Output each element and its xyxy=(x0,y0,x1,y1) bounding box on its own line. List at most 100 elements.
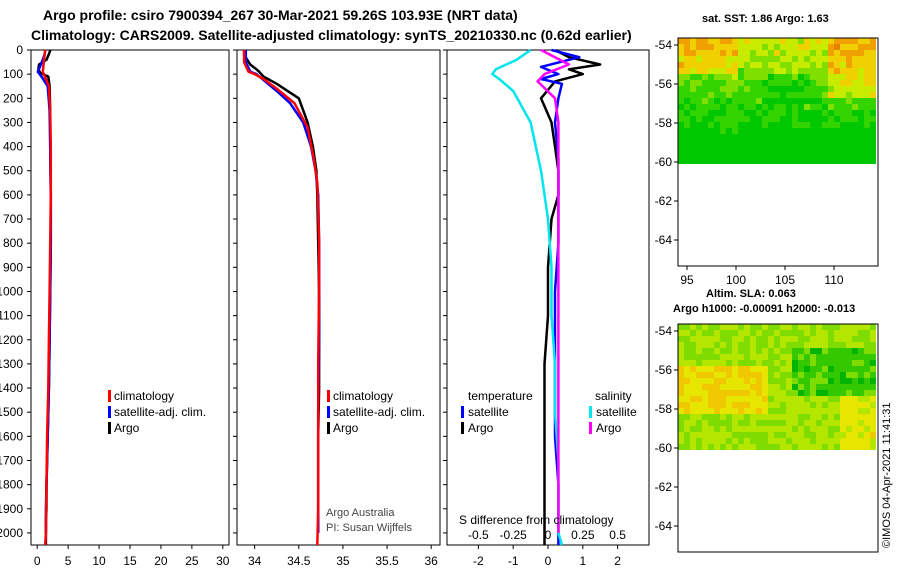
map-cell xyxy=(858,110,864,116)
map-cell xyxy=(678,438,684,444)
map-cell xyxy=(828,158,834,164)
map-cell xyxy=(702,426,708,432)
map-cell xyxy=(840,372,846,378)
map-cell xyxy=(690,408,696,414)
map-cell xyxy=(678,366,684,372)
map-cell xyxy=(774,62,780,68)
map-cell xyxy=(870,80,876,86)
map-cell xyxy=(816,140,822,146)
map-cell xyxy=(714,44,720,50)
map-cell xyxy=(726,384,732,390)
map-cell xyxy=(846,432,852,438)
map-cell xyxy=(702,444,708,450)
map-cell xyxy=(738,396,744,402)
map-cell xyxy=(738,426,744,432)
map-cell xyxy=(696,116,702,122)
map-cell xyxy=(768,438,774,444)
map-cell xyxy=(714,354,720,360)
map-cell xyxy=(750,360,756,366)
map-cell xyxy=(804,50,810,56)
map-cell xyxy=(720,324,726,330)
map-cell xyxy=(822,438,828,444)
legend-swatch-sal-argo xyxy=(589,422,592,434)
map-cell xyxy=(780,426,786,432)
map-cell xyxy=(852,62,858,68)
map-cell xyxy=(750,336,756,342)
map-cell xyxy=(780,336,786,342)
map-cell xyxy=(864,426,870,432)
map-cell xyxy=(702,146,708,152)
map-cell xyxy=(822,354,828,360)
map-cell xyxy=(870,38,876,44)
map-cell xyxy=(792,86,798,92)
map-cell xyxy=(840,426,846,432)
map-cell xyxy=(720,62,726,68)
map-cell xyxy=(810,56,816,62)
map-cell xyxy=(834,324,840,330)
map-cell xyxy=(732,378,738,384)
map-cell xyxy=(864,342,870,348)
series-climatology xyxy=(41,49,53,546)
map-cell xyxy=(732,152,738,158)
map-cell xyxy=(708,98,714,104)
map-cell xyxy=(690,432,696,438)
map-cell xyxy=(870,432,876,438)
map-cell xyxy=(726,146,732,152)
map-cell xyxy=(738,122,744,128)
map-cell xyxy=(726,354,732,360)
map-cell xyxy=(852,68,858,74)
map-cell xyxy=(840,336,846,342)
map-cell xyxy=(798,74,804,80)
map-cell xyxy=(840,80,846,86)
map-cell xyxy=(822,366,828,372)
map-cell xyxy=(798,104,804,110)
map-cell xyxy=(690,396,696,402)
map-cell xyxy=(786,44,792,50)
map-cell xyxy=(828,38,834,44)
map-cell xyxy=(732,336,738,342)
map-cell xyxy=(684,134,690,140)
map-cell xyxy=(870,122,876,128)
map-cell xyxy=(702,74,708,80)
map-cell xyxy=(792,372,798,378)
map-cell xyxy=(750,158,756,164)
map-cell xyxy=(822,80,828,86)
map-cell xyxy=(828,324,834,330)
lon-tick-label: 110 xyxy=(824,273,843,287)
map-cell xyxy=(762,426,768,432)
map-cell xyxy=(744,444,750,450)
map-cell xyxy=(816,116,822,122)
map-cell xyxy=(870,360,876,366)
depth-tick-label: 700 xyxy=(3,212,23,226)
map-cell xyxy=(834,152,840,158)
map-cell xyxy=(840,38,846,44)
map-cell xyxy=(828,402,834,408)
map-cell xyxy=(786,372,792,378)
map-cell xyxy=(732,354,738,360)
map-cell xyxy=(690,324,696,330)
map-cell xyxy=(840,128,846,134)
temperature-panel: 0100200300400500600700800900100011001200… xyxy=(0,43,230,568)
map-cell xyxy=(846,122,852,128)
map-cell xyxy=(690,390,696,396)
map-cell xyxy=(738,408,744,414)
map-cell xyxy=(708,408,714,414)
map-cell xyxy=(702,92,708,98)
depth-tick-label: 1700 xyxy=(0,453,23,467)
map-cell xyxy=(744,390,750,396)
map-cell xyxy=(708,342,714,348)
map-cell xyxy=(798,360,804,366)
map-cell xyxy=(822,68,828,74)
map-cell xyxy=(858,116,864,122)
map-cell xyxy=(828,68,834,74)
map-cell xyxy=(702,390,708,396)
map-cell xyxy=(822,128,828,134)
map-cell xyxy=(810,360,816,366)
map-cell xyxy=(846,50,852,56)
map-cell xyxy=(792,92,798,98)
x-tick-label: 30 xyxy=(216,554,230,568)
map-cell xyxy=(756,420,762,426)
map-cell xyxy=(798,110,804,116)
temperature-legend: climatology satellite-adj. clim. Argo xyxy=(108,389,206,435)
map-cell xyxy=(768,432,774,438)
